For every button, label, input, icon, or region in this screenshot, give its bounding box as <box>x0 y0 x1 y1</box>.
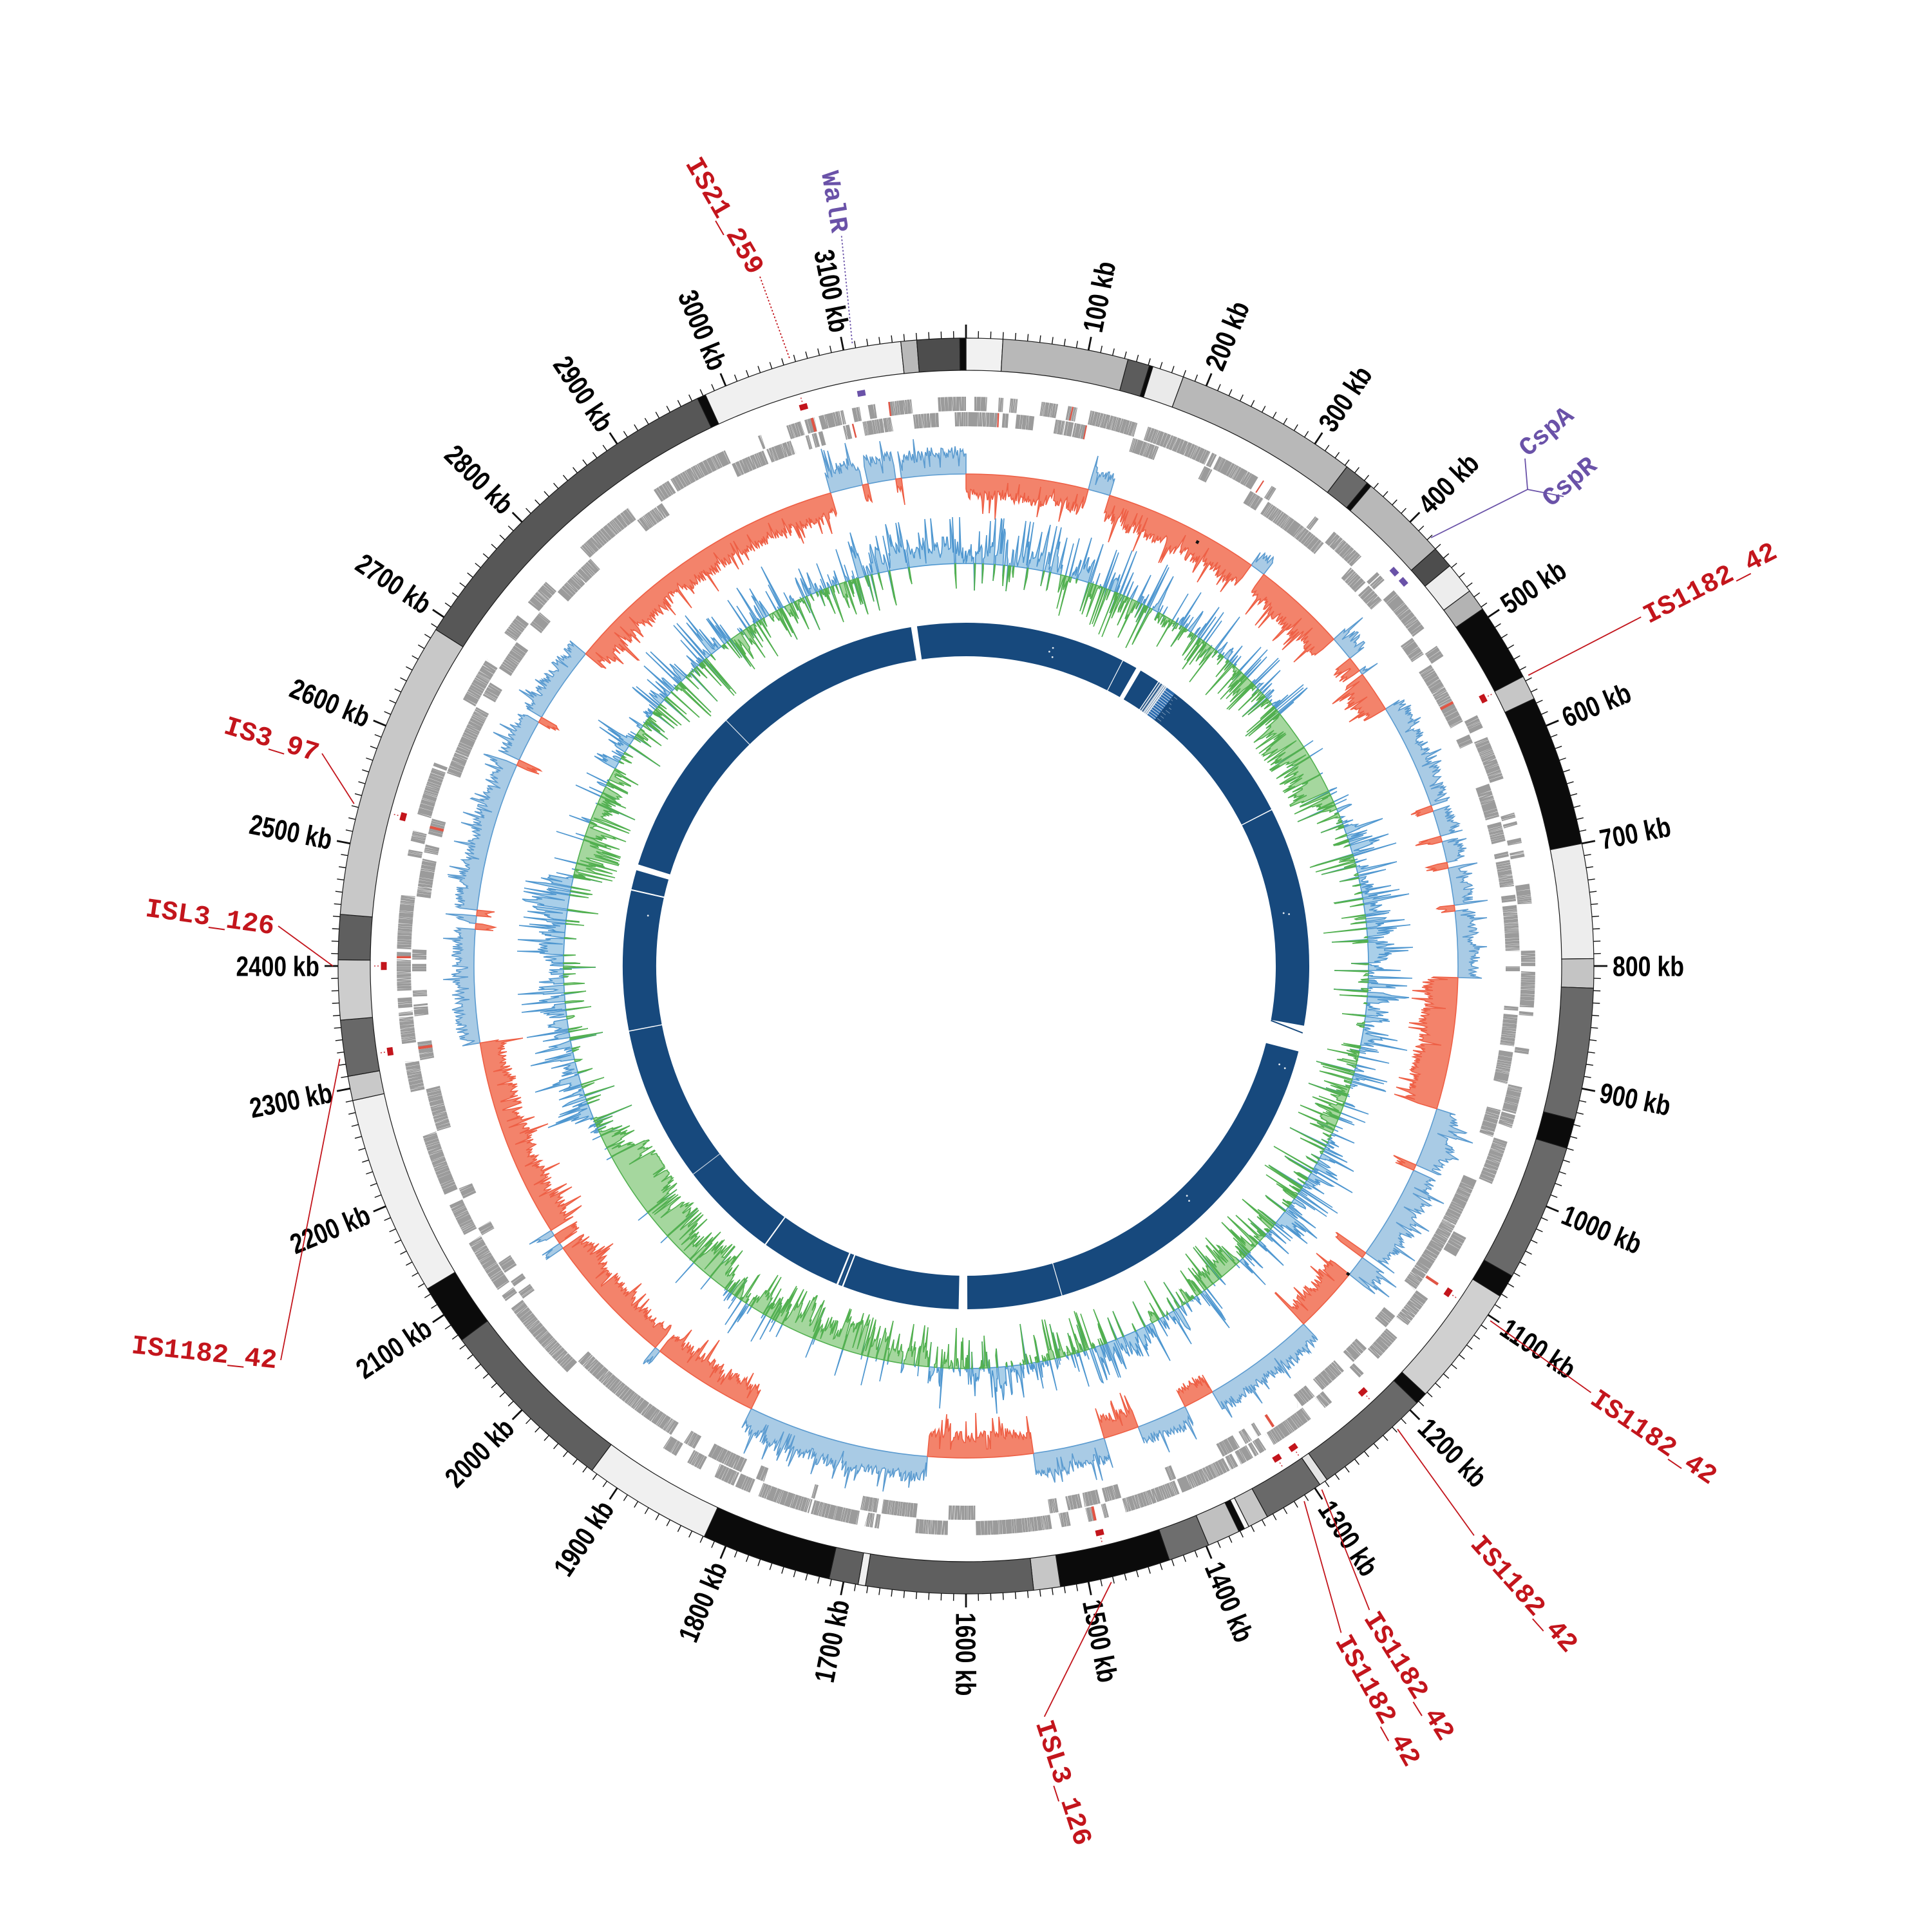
svg-text:800 kb: 800 kb <box>1613 951 1684 982</box>
svg-text:1600 kb: 1600 kb <box>950 1613 981 1696</box>
svg-text:2400 kb: 2400 kb <box>236 951 320 982</box>
